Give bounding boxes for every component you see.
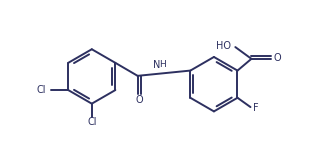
Text: O: O [135, 95, 143, 105]
Text: H: H [159, 60, 166, 69]
Text: Cl: Cl [87, 117, 97, 127]
Text: O: O [274, 53, 281, 63]
Text: N: N [153, 60, 161, 70]
Text: HO: HO [216, 41, 231, 51]
Text: F: F [253, 103, 259, 113]
Text: Cl: Cl [37, 85, 46, 95]
